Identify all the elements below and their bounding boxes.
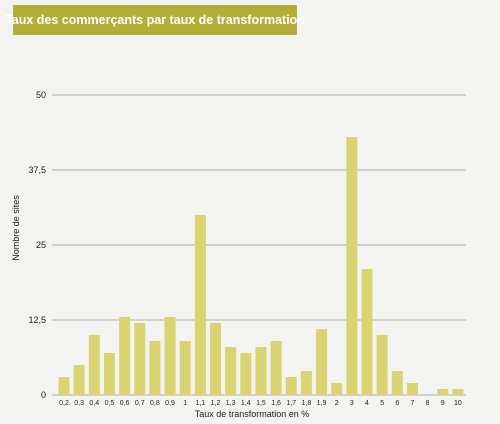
bar (134, 323, 146, 395)
x-tick-label: 0,8 (150, 400, 160, 407)
x-tick-label: 1,4 (241, 400, 251, 407)
x-tick-label: 1,2 (211, 400, 221, 407)
chart-title: Taux des commerçants par taux de transfo… (5, 13, 305, 27)
y-tick-label: 0 (41, 390, 46, 400)
bar (316, 329, 328, 395)
bar (225, 347, 237, 395)
x-tick-label: 1,3 (226, 400, 236, 407)
x-tick-label: 0,2 (59, 400, 69, 407)
x-tick-label: 0,3 (74, 400, 84, 407)
x-tick-label: 0,7 (135, 400, 145, 407)
bar (164, 317, 176, 395)
x-tick-label: 0,4 (89, 400, 99, 407)
bar (240, 353, 252, 395)
bar (194, 215, 206, 395)
bar (376, 335, 388, 395)
bar (452, 389, 464, 395)
bar (179, 341, 191, 395)
x-tick-label: 10 (454, 400, 462, 407)
bar (119, 317, 131, 395)
x-tick-label: 5 (380, 400, 384, 407)
x-tick-label: 3 (350, 400, 354, 407)
chart-title-banner: Taux des commerçants par taux de transfo… (5, 5, 305, 35)
bar (255, 347, 267, 395)
x-tick-label: 0,6 (120, 400, 130, 407)
bar (406, 383, 418, 395)
x-tick-label: 0,5 (105, 400, 115, 407)
x-tick-label: 6 (395, 400, 399, 407)
bar (361, 269, 373, 395)
bar (103, 353, 115, 395)
bar (149, 341, 161, 395)
x-tick-label: 1,1 (195, 400, 205, 407)
y-tick-label: 37,5 (28, 165, 46, 175)
x-tick-label: 4 (365, 400, 369, 407)
x-tick-label: 1 (183, 400, 187, 407)
y-tick-label: 25 (36, 240, 46, 250)
bar (58, 377, 70, 395)
bar (300, 371, 312, 395)
x-tick-label: 1,6 (271, 400, 281, 407)
bar (346, 137, 358, 395)
x-tick-label: 1,8 (302, 400, 312, 407)
y-tick-label: 12,5 (28, 315, 46, 325)
y-axis-ticks: 0 12,5 25 37,5 50 (28, 90, 46, 400)
y-tick-label: 50 (36, 90, 46, 100)
bar (331, 383, 343, 395)
x-tick-label: 1,5 (256, 400, 266, 407)
bar (391, 371, 403, 395)
x-tick-label: 1,7 (286, 400, 296, 407)
bar (210, 323, 221, 395)
bar (270, 341, 282, 395)
bar (88, 335, 100, 395)
x-tick-label: 7 (410, 400, 414, 407)
x-axis-ticks: 0,2 0,3 0,4 0,5 0,6 0,7 0,8 0,9 1 1,1 1,2 1,3 1,4 1,5… (59, 400, 462, 407)
y-axis-label: Nombre de sites (11, 195, 21, 261)
bars (58, 137, 464, 395)
bar (285, 377, 297, 395)
bar (437, 389, 449, 395)
x-axis-label: Taux de transformation en % (195, 409, 310, 419)
bar (73, 365, 85, 395)
x-tick-label: 2 (335, 400, 339, 407)
x-tick-label: 9 (441, 400, 445, 407)
x-tick-label: 1,9 (317, 400, 327, 407)
x-tick-label: 0,9 (165, 400, 175, 407)
x-tick-label: 8 (426, 400, 430, 407)
